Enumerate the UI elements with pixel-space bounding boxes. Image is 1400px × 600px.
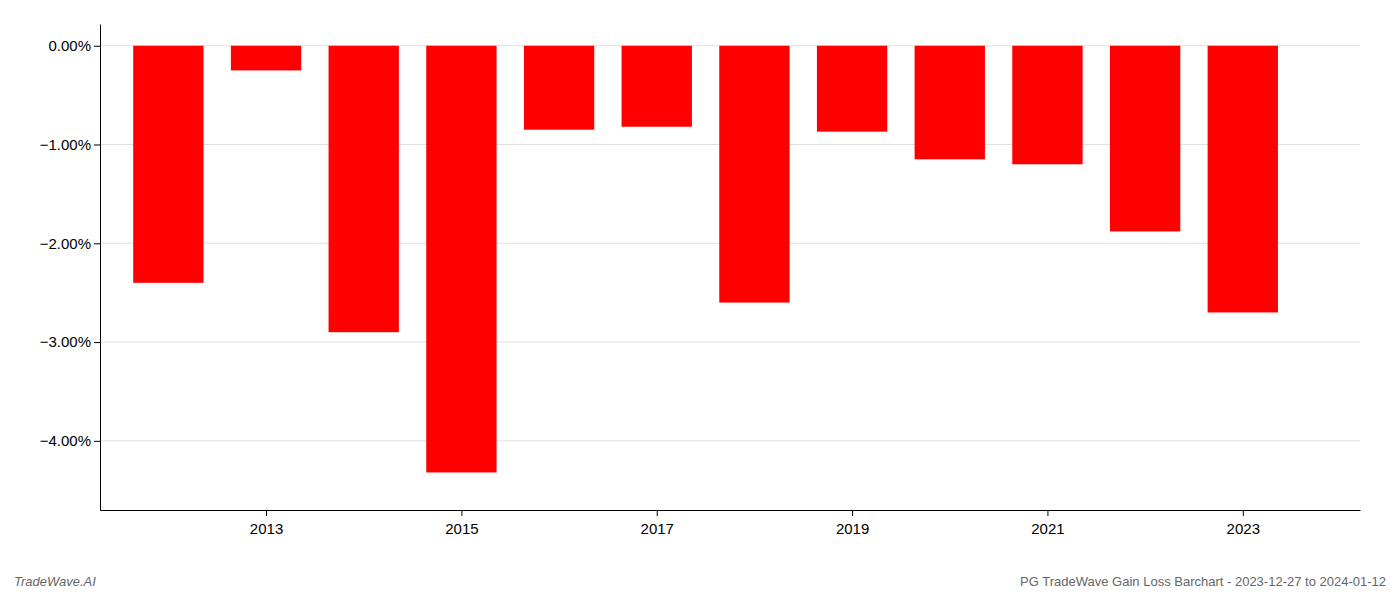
tick-label: −3.00% [40,333,91,350]
tick-mark [657,510,658,516]
bar [329,46,399,332]
tick-label: 2023 [1227,520,1260,537]
x-tick: 2013 [250,510,283,537]
x-tick: 2021 [1031,510,1064,537]
axis-line [100,25,101,511]
bar [133,46,203,283]
grid-line [100,342,1360,343]
y-tick: −2.00% [40,235,100,252]
tick-label: −2.00% [40,235,91,252]
tick-mark [94,243,100,244]
tick-label: 2013 [250,520,283,537]
bar [426,46,496,473]
tick-mark [852,510,853,516]
y-tick: 0.00% [48,37,100,54]
x-tick: 2023 [1227,510,1260,537]
bar [231,46,301,71]
tick-mark [94,342,100,343]
bar [1110,46,1180,232]
annotation: TradeWave.AI [14,574,96,589]
tick-mark [461,510,462,516]
x-tick: 2019 [836,510,869,537]
tick-mark [94,46,100,47]
bar [622,46,692,127]
y-tick: −1.00% [40,136,100,153]
tick-label: 2021 [1031,520,1064,537]
bar [719,46,789,303]
tick-label: 2019 [836,520,869,537]
tick-label: −4.00% [40,432,91,449]
y-tick: −4.00% [40,432,100,449]
bar [915,46,985,160]
tick-mark [1047,510,1048,516]
plot: 2013 2015 2017 2019 2021 2023 0.00% −1.00% −2.00… [40,25,1361,538]
x-axis: 2013 2015 2017 2019 2021 2023 [101,510,1361,537]
bar [817,46,887,132]
bar [1208,46,1278,313]
x-tick: 2015 [445,510,478,537]
tick-mark [94,145,100,146]
x-tick: 2017 [641,510,674,537]
chart: 2013 2015 2017 2019 2021 2023 0.00% −1.00% −2.00… [0,0,1400,600]
y-tick: −3.00% [40,333,100,350]
bar [524,46,594,130]
tick-label: 2017 [641,520,674,537]
grid-line [100,440,1360,441]
tick-label: −1.00% [40,136,91,153]
annotation: PG TradeWave Gain Loss Barchart - 2023-1… [1020,574,1386,589]
tick-mark [94,441,100,442]
axis-line [101,510,1361,511]
tick-mark [1243,510,1244,516]
y-axis: 0.00% −1.00% −2.00% −3.00% −4.00% [40,25,101,511]
bars [133,46,1278,473]
tick-label: 2015 [445,520,478,537]
tick-label: 0.00% [48,37,91,54]
grid [100,46,1360,441]
tick-mark [266,510,267,516]
bar [1012,46,1082,165]
